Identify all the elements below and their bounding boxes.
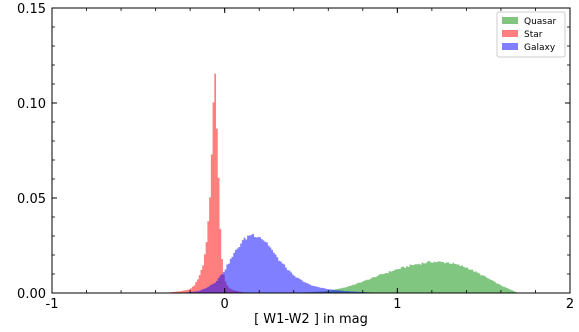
x-tick-label: 0 — [221, 297, 229, 312]
x-tick-label: 1 — [393, 297, 401, 312]
legend-label-quasar: Quasar — [524, 17, 557, 27]
series-layer — [164, 73, 520, 293]
y-tick-label: 0.10 — [17, 97, 46, 112]
plot-frame — [51, 7, 571, 294]
x-tick-label: -1 — [46, 297, 59, 312]
y-tick-label: 0.15 — [17, 2, 46, 17]
legend-swatch-galaxy — [502, 43, 518, 50]
legend-label-star: Star — [524, 30, 543, 40]
series-galaxy-histogram — [181, 233, 382, 293]
x-tick-label: 2 — [566, 297, 574, 312]
legend: Quasar Star Galaxy — [496, 11, 566, 58]
legend-label-galaxy: Galaxy — [524, 43, 556, 53]
ticks-layer — [51, 7, 571, 294]
legend-swatch-star — [502, 30, 518, 37]
x-axis-label: [ W1-W2 ] in mag — [254, 312, 368, 327]
series-quasar-histogram — [293, 260, 520, 293]
legend-swatch-quasar — [502, 17, 518, 24]
y-tick-label: 0.05 — [17, 192, 46, 207]
series-star-histogram — [164, 73, 253, 293]
y-tick-label: 0.00 — [17, 287, 46, 302]
labels-layer: -1 0 1 2 0.00 0.05 0.10 0.15 [ W1-W2 ] in mag — [17, 2, 574, 327]
